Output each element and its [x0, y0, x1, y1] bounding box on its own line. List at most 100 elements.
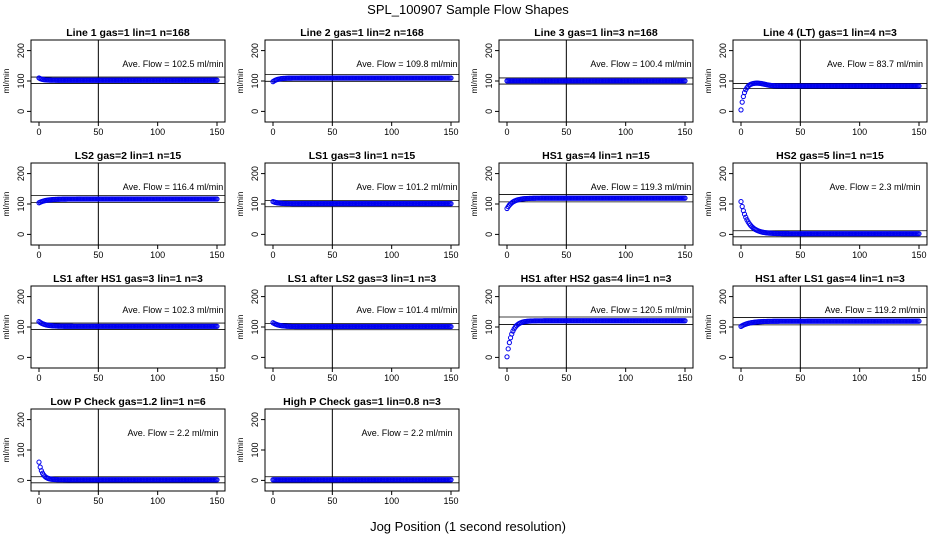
y-axis-label: ml/min: [1, 191, 11, 216]
y-axis-label: ml/min: [235, 314, 245, 339]
data-point: [738, 198, 744, 205]
data-point: [741, 211, 748, 217]
x-tick-label: 100: [150, 496, 165, 506]
x-tick-label: 100: [618, 250, 633, 260]
x-tick-label: 100: [384, 127, 399, 137]
y-axis-label: ml/min: [1, 437, 11, 462]
y-tick-label: 100: [718, 319, 728, 334]
panel-13: Low P Check gas=1.2 lin=1 n=6 0 100 200 ml/m…: [1, 396, 226, 506]
average-flow-annotation: Ave. Flow = 2.3 ml/min: [829, 182, 920, 192]
y-tick-label: 200: [484, 289, 494, 304]
x-tick-label: 0: [504, 373, 509, 383]
y-axis-label: ml/min: [703, 314, 713, 339]
y-tick-label: 100: [16, 319, 26, 334]
y-tick-label: 200: [16, 166, 26, 181]
x-tick-label: 150: [443, 127, 458, 137]
x-tick-label: 0: [36, 127, 41, 137]
x-tick-label: 150: [911, 250, 926, 260]
figure-x-axis-label: Jog Position (1 second resolution): [370, 519, 566, 534]
x-tick-label: 100: [618, 373, 633, 383]
x-tick-label: 50: [93, 373, 103, 383]
average-flow-annotation: Ave. Flow = 102.3 ml/min: [122, 305, 223, 315]
x-tick-label: 150: [209, 250, 224, 260]
y-tick-label: 200: [250, 289, 260, 304]
average-flow-annotation: Ave. Flow = 119.3 ml/min: [591, 182, 691, 192]
average-flow-annotation: Ave. Flow = 83.7 ml/min: [827, 59, 923, 69]
average-flow-annotation: Ave. Flow = 119.2 ml/min: [825, 305, 925, 315]
panel-title: LS1 after LS2 gas=3 lin=1 n=3: [288, 273, 437, 285]
y-tick-label: 100: [484, 73, 494, 88]
data-point: [504, 354, 510, 360]
x-tick-label: 50: [327, 250, 337, 260]
x-tick-label: 0: [270, 496, 275, 506]
data-point: [214, 323, 220, 329]
x-tick-label: 0: [738, 127, 743, 137]
x-tick-label: 0: [36, 373, 41, 383]
panel-title: Line 4 (LT) gas=1 lin=4 n=3: [763, 27, 897, 39]
panel-title: HS1 gas=4 lin=1 n=15: [542, 150, 650, 162]
y-tick-label: 0: [250, 355, 260, 360]
x-tick-label: 0: [36, 250, 41, 260]
y-tick-label: 0: [250, 109, 260, 114]
y-tick-label: 100: [718, 196, 728, 211]
y-tick-label: 200: [718, 166, 728, 181]
x-tick-label: 150: [443, 496, 458, 506]
plot-frame: [732, 39, 928, 123]
panel-title: Line 2 gas=1 lin=2 n=168: [300, 27, 424, 39]
y-tick-label: 0: [250, 478, 260, 483]
x-tick-label: 0: [738, 373, 743, 383]
data-point: [38, 468, 44, 474]
figure-title: SPL_100907 Sample Flow Shapes: [367, 2, 569, 17]
y-tick-label: 200: [16, 289, 26, 304]
y-tick-label: 0: [16, 355, 26, 360]
average-flow-annotation: Ave. Flow = 2.2 ml/min: [361, 428, 452, 438]
data-point: [916, 83, 922, 89]
data-point: [505, 346, 511, 352]
x-tick-label: 0: [270, 373, 275, 383]
panel-title: High P Check gas=1 lin=0.8 n=3: [283, 396, 441, 408]
average-flow-annotation: Ave. Flow = 101.2 ml/min: [356, 182, 457, 192]
panel-title: Line 1 gas=1 lin=1 n=168: [66, 27, 190, 39]
x-tick-label: 50: [93, 496, 103, 506]
x-tick-label: 50: [327, 496, 337, 506]
y-axis-label: ml/min: [703, 68, 713, 93]
y-axis-label: ml/min: [235, 191, 245, 216]
x-tick-label: 100: [150, 373, 165, 383]
y-axis-label: ml/min: [469, 191, 479, 216]
x-tick-label: 0: [270, 127, 275, 137]
data-point: [448, 477, 454, 483]
x-tick-label: 50: [795, 250, 805, 260]
data-point: [682, 195, 688, 201]
data-point: [214, 77, 220, 83]
y-axis-label: ml/min: [469, 68, 479, 93]
x-tick-label: 100: [384, 496, 399, 506]
y-tick-label: 100: [250, 73, 260, 88]
y-tick-label: 200: [250, 412, 260, 427]
x-tick-label: 100: [852, 250, 867, 260]
x-tick-label: 150: [443, 373, 458, 383]
data-point: [506, 340, 512, 346]
y-tick-label: 100: [250, 319, 260, 334]
data-point: [682, 318, 688, 324]
panel-title: HS2 gas=5 lin=1 n=15: [776, 150, 884, 162]
average-flow-annotation: Ave. Flow = 116.4 ml/min: [123, 182, 223, 192]
panel-title: Low P Check gas=1.2 lin=1 n=6: [50, 396, 205, 408]
data-point: [916, 231, 922, 237]
x-tick-label: 0: [504, 127, 509, 137]
y-tick-label: 0: [718, 355, 728, 360]
data-point: [916, 318, 922, 324]
x-tick-label: 150: [443, 250, 458, 260]
x-tick-label: 50: [327, 127, 337, 137]
panel-12: HS1 after LS1 gas=4 lin=1 n=3 0 100 200 ml/m…: [703, 273, 928, 383]
data-point: [739, 99, 745, 105]
panel-11: HS1 after HS2 gas=4 lin=1 n=3 0 100 200 ml/m…: [469, 273, 694, 383]
y-tick-label: 200: [16, 43, 26, 58]
plot-frame: [732, 285, 928, 369]
average-flow-annotation: Ave. Flow = 100.4 ml/min: [590, 59, 691, 69]
x-tick-label: 100: [384, 250, 399, 260]
average-flow-annotation: Ave. Flow = 109.8 ml/min: [356, 59, 457, 69]
x-tick-label: 0: [738, 250, 743, 260]
data-point: [214, 477, 220, 483]
x-tick-label: 150: [677, 373, 692, 383]
